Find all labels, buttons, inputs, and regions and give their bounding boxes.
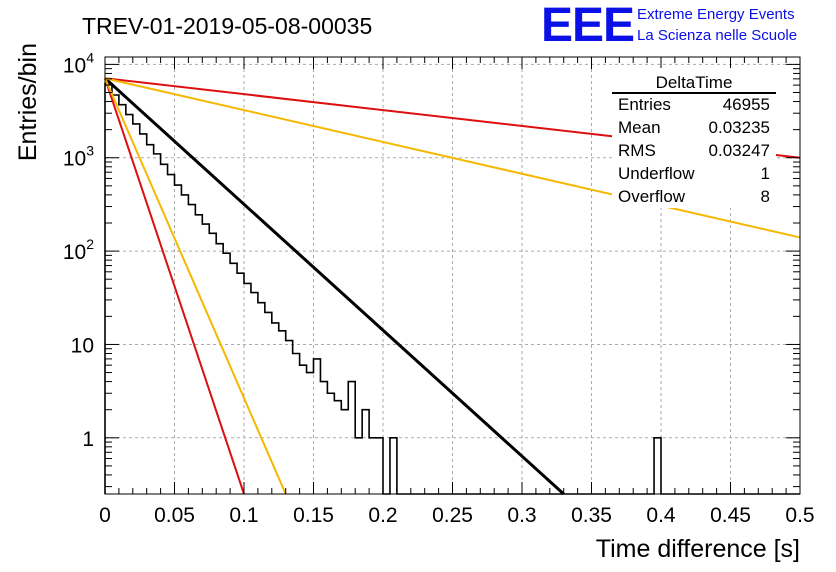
y-tick-labels: 1 10 102 103 104 xyxy=(63,49,94,450)
x-tick-label: 0.2 xyxy=(368,504,397,527)
eee-logo: EEE Extreme Energy Events La Scienza nel… xyxy=(541,0,797,52)
fit-line xyxy=(104,77,287,495)
y-tick-label: 103 xyxy=(63,143,94,171)
x-tick-label: 0.4 xyxy=(646,504,676,527)
y-tick-label: 1 xyxy=(82,428,94,451)
x-tick-label: 0.15 xyxy=(293,504,334,527)
stats-box-background xyxy=(612,68,776,208)
fit-line xyxy=(104,77,801,239)
stats-row-label: Mean xyxy=(618,118,661,137)
stats-row-value: 0.03247 xyxy=(709,141,770,160)
x-tick-label: 0.05 xyxy=(154,504,195,527)
stats-row-value: 0.03235 xyxy=(709,118,770,137)
axis-ticks xyxy=(104,57,801,494)
chart-title: TREV-01-2019-05-08-00035 xyxy=(82,13,372,39)
x-tick-label: 0.1 xyxy=(229,504,258,527)
x-tick-label: 0.45 xyxy=(710,504,751,527)
y-tick-label: 10 xyxy=(71,334,94,357)
x-tick-labels: 0 0.05 0.1 0.15 0.2 0.25 0.3 0.35 0.4 0.45 0.5 xyxy=(99,504,814,527)
logo-line-1: Extreme Energy Events xyxy=(637,6,795,23)
stats-row-value: 8 xyxy=(761,187,770,206)
stats-row-value: 1 xyxy=(761,164,770,183)
fit-lines xyxy=(103,77,801,496)
y-tick-label: 102 xyxy=(63,236,94,264)
x-tick-label: 0 xyxy=(99,504,111,527)
stats-row-label: RMS xyxy=(618,141,656,160)
x-tick-label: 0.35 xyxy=(571,504,612,527)
y-tick-label: 104 xyxy=(63,49,94,77)
stats-row-label: Overflow xyxy=(618,187,686,206)
stats-row-label: Entries xyxy=(618,95,671,114)
x-tick-label: 0.5 xyxy=(785,504,814,527)
stats-title: DeltaTime xyxy=(656,73,733,92)
fit-line xyxy=(103,77,565,496)
stats-box: DeltaTime Entries 46955 Mean 0.03235 RMS 0.03… xyxy=(612,68,776,208)
logo-mark: EEE xyxy=(541,0,634,52)
y-axis-title: Entries/bin xyxy=(14,43,42,161)
x-tick-label: 0.25 xyxy=(432,504,473,527)
logo-line-2: La Scienza nelle Scuole xyxy=(637,27,797,44)
fit-line xyxy=(104,77,245,495)
x-axis-title: Time difference [s] xyxy=(596,535,800,563)
stats-row-label: Underflow xyxy=(618,164,695,183)
stats-row-value: 46955 xyxy=(723,95,770,114)
x-tick-label: 0.3 xyxy=(507,504,536,527)
stats-rows: Entries 46955 Mean 0.03235 RMS 0.03247 Underfl… xyxy=(618,95,770,206)
